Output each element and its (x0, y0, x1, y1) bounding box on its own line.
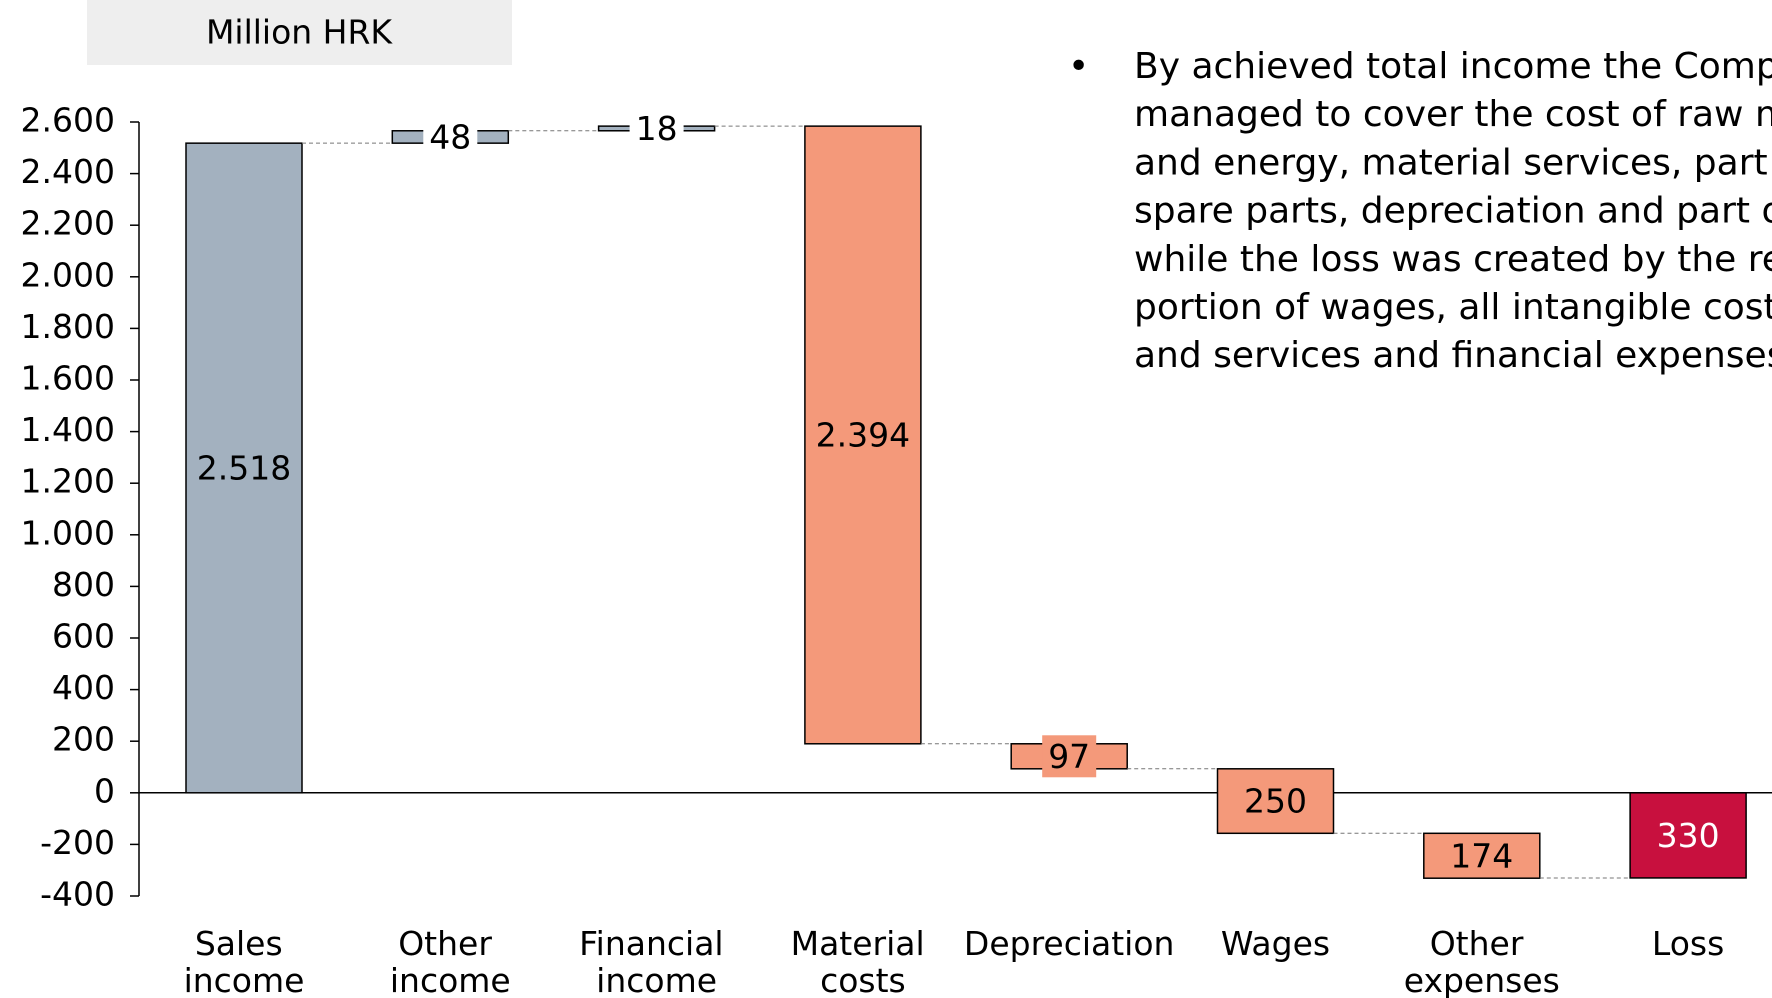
x-tick-label: Sales income (184, 924, 305, 998)
label-bg (629, 107, 684, 150)
value-label: 2.518 (197, 448, 291, 487)
y-tick-label: 1.800 (21, 307, 115, 346)
label-bg (423, 115, 478, 158)
x-tick-label: Other expenses (1404, 924, 1560, 998)
x-tick-label: Wages (1221, 924, 1330, 963)
y-tick-label: 1.600 (21, 359, 115, 398)
y-tick-label: 2.200 (21, 204, 115, 243)
annotation-line: spare parts, depreciation and part of wa… (1134, 191, 1772, 232)
x-tick-label: Depreciation (964, 924, 1175, 963)
x-tick-label: Financial income (579, 924, 734, 998)
y-tick-label: 1.400 (21, 410, 115, 449)
y-tick-label: 0 (94, 771, 115, 810)
value-label: 97 (1048, 737, 1090, 776)
x-tick-label: Material costs (791, 924, 936, 998)
annotation-line: and services and financial expenses. (1134, 335, 1772, 376)
value-label: 18 (636, 109, 678, 148)
value-label: 330 (1657, 816, 1720, 855)
y-tick-label: 1.200 (21, 462, 115, 501)
bar (1216, 768, 1335, 835)
bar (1629, 792, 1747, 879)
unit-label: Million HRK (206, 13, 393, 52)
y-tick-label: 1.000 (21, 513, 115, 552)
annotation-line: portion of wages, all intangible costs (1134, 287, 1772, 328)
annotation-line: and energy, material services, part of (1134, 142, 1772, 183)
y-tick-label: -400 (40, 875, 115, 914)
y-tick-label: 200 (52, 720, 115, 759)
y-tick-label: 2.000 (21, 255, 115, 294)
value-label: 250 (1244, 782, 1307, 821)
y-tick-label: 600 (52, 617, 115, 656)
bar (804, 125, 922, 745)
value-label: 2.394 (816, 415, 910, 454)
value-label: 48 (429, 117, 471, 156)
annotation-line: By achieved total income the Company (1134, 46, 1772, 87)
y-tick-label: 800 (52, 565, 115, 604)
bar (185, 142, 303, 794)
annotation-line: managed to cover the cost of raw materia… (1134, 94, 1772, 135)
y-tick-label: 2.400 (21, 152, 115, 191)
y-tick-label: 400 (52, 668, 115, 707)
label-bg (1042, 735, 1097, 778)
unit-box (87, 0, 512, 65)
x-tick-label: Loss (1652, 924, 1724, 963)
bullet: • (1068, 46, 1089, 87)
x-tick-label: Other income (390, 924, 511, 998)
y-tick-label: 2.600 (21, 101, 115, 140)
y-tick-label: -200 (40, 823, 115, 862)
value-label: 174 (1450, 836, 1513, 875)
annotation-line: while the loss was created by the remain… (1134, 239, 1772, 280)
bar (1423, 832, 1541, 879)
